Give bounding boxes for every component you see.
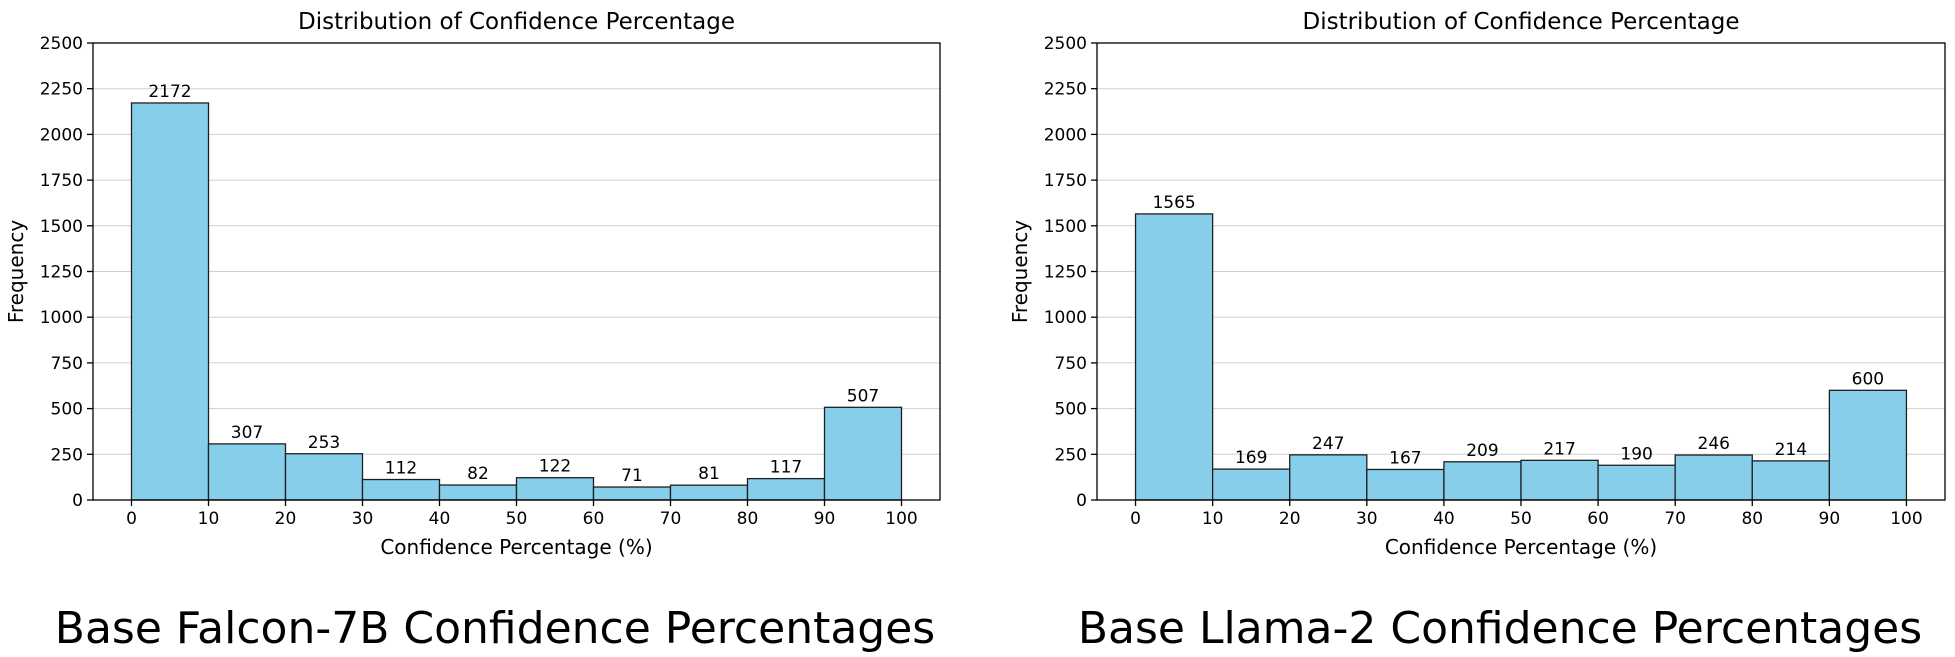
bar-value-label: 82 [467,464,489,484]
x-tick-label: 100 [1890,509,1922,529]
histogram-bar [1751,460,1831,501]
bar-value-label: 1565 [1152,193,1195,213]
x-tick-label: 10 [198,509,220,529]
bar-value-label: 217 [1543,439,1575,459]
bar-value-label: 2172 [148,82,191,102]
chart-caption: Base Llama-2 Confidence Percentages [1078,603,1922,654]
y-tick-label: 1000 [1044,308,1087,328]
y-tick-label: 1250 [40,263,83,283]
x-tick-label: 90 [814,509,836,529]
x-tick-label: 0 [126,509,137,529]
bar-value-label: 167 [1389,448,1421,468]
x-axis-label: Confidence Percentage (%) [1385,535,1657,559]
y-tick-label: 2500 [1044,34,1087,54]
bar-value-label: 117 [770,458,802,478]
histogram-bar [823,406,903,501]
x-tick-label: 10 [1202,509,1224,529]
histogram-bar [515,477,595,501]
y-tick-label: 750 [51,354,83,374]
x-tick-label: 60 [1587,509,1609,529]
x-tick-label: 80 [1741,509,1763,529]
y-tick-label: 250 [1055,445,1087,465]
histogram-bar [1674,454,1753,501]
histogram-bar [669,484,749,501]
x-tick-label: 60 [583,509,605,529]
x-tick-label: 30 [352,509,374,529]
bar-value-label: 122 [539,457,571,477]
x-axis-label: Confidence Percentage (%) [380,535,652,559]
y-tick-label: 750 [1055,354,1087,374]
y-tick-label: 1250 [1044,263,1087,283]
x-tick-label: 80 [737,509,759,529]
y-tick-label: 2250 [1044,80,1087,100]
histogram-bar [1597,464,1676,501]
bar-value-label: 169 [1235,448,1267,468]
y-tick-label: 2250 [40,80,83,100]
y-tick-label: 1750 [40,171,83,191]
bar-value-label: 247 [1312,434,1344,454]
x-tick-label: 30 [1356,509,1378,529]
chart-title: Distribution of Confidence Percentage [298,9,735,35]
histogram-bar [207,443,287,501]
y-tick-label: 0 [72,491,83,511]
bar-value-label: 246 [1698,434,1730,454]
x-tick-label: 90 [1819,509,1841,529]
bar-value-label: 112 [385,459,417,479]
x-tick-label: 100 [885,509,917,529]
y-tick-label: 2000 [40,125,83,145]
y-tick-label: 1000 [40,308,83,328]
histogram-bar [1134,213,1214,501]
y-tick-label: 1500 [1044,217,1087,237]
histogram-bar [1289,454,1368,501]
bar-value-label: 81 [698,464,720,484]
histogram-bar [361,478,441,501]
x-tick-label: 70 [660,509,682,529]
histogram-bar [1366,468,1445,501]
x-tick-label: 20 [275,509,297,529]
y-axis-label: Frequency [1008,220,1032,323]
histogram-bar [1520,459,1599,501]
histogram-bar [130,102,210,501]
x-tick-label: 50 [1510,509,1532,529]
chart-caption: Base Falcon-7B Confidence Percentages [55,603,935,654]
bar-value-label: 507 [847,386,879,406]
bar-value-label: 600 [1852,369,1884,389]
x-tick-label: 0 [1130,509,1141,529]
y-tick-label: 250 [51,445,83,465]
bar-value-label: 253 [308,433,340,453]
bar-value-label: 190 [1620,444,1652,464]
x-tick-label: 20 [1279,509,1301,529]
x-tick-label: 70 [1664,509,1686,529]
y-axis-label: Frequency [4,220,28,323]
histogram-bar [592,486,672,501]
histogram-bar [1443,461,1522,501]
y-tick-label: 2000 [1044,125,1087,145]
y-tick-label: 0 [1076,491,1087,511]
bar-value-label: 214 [1775,440,1807,460]
histogram-bar [438,484,518,501]
histogram-bar [284,453,364,501]
y-tick-label: 1750 [1044,171,1087,191]
histogram-bar [746,477,826,501]
y-tick-label: 1500 [40,217,83,237]
y-tick-label: 500 [1055,400,1087,420]
y-tick-label: 2500 [40,34,83,54]
x-tick-label: 50 [506,509,528,529]
bar-value-label: 307 [231,423,263,443]
bar-value-label: 209 [1466,441,1498,461]
bar-value-label: 71 [621,466,643,486]
chart-title: Distribution of Confidence Percentage [1303,9,1740,35]
histogram-bar [1211,468,1291,501]
x-tick-label: 40 [429,509,451,529]
histogram-bar [1828,389,1908,501]
x-tick-label: 40 [1433,509,1455,529]
y-tick-label: 500 [51,400,83,420]
